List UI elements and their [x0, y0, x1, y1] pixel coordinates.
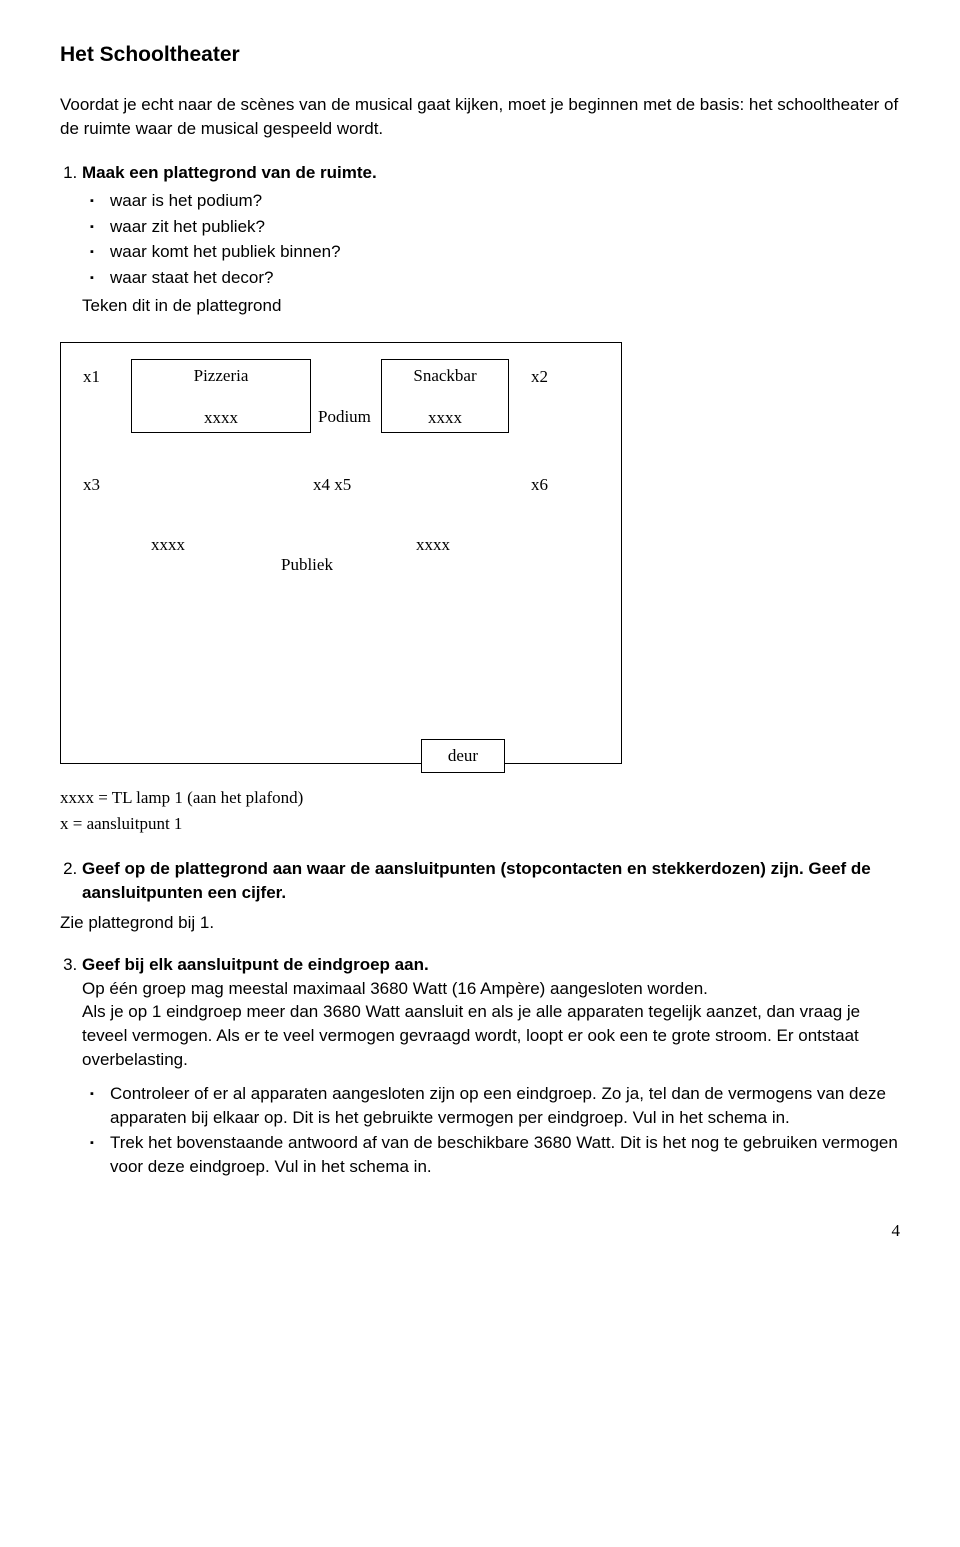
- plan-x6: x6: [531, 473, 548, 497]
- q3-p1: Op één groep mag meestal maximaal 3680 W…: [82, 977, 900, 1001]
- plan-x1: x1: [83, 365, 100, 389]
- q1-lead: Maak een plattegrond van de ruimte.: [82, 163, 377, 182]
- q3-lead: Geef bij elk aansluitpunt de eindgroep a…: [82, 955, 429, 974]
- legend-line: x = aansluitpunt 1: [60, 812, 900, 836]
- page-title: Het Schooltheater: [60, 40, 900, 69]
- q1-bullet: waar staat het decor?: [110, 266, 900, 290]
- plan-snackbar-label: Snackbar: [413, 366, 476, 385]
- q2-after: Zie plattegrond bij 1.: [60, 911, 900, 935]
- plan-legend: xxxx = TL lamp 1 (aan het plafond) x = a…: [60, 786, 900, 836]
- plan-deur: deur: [421, 739, 505, 773]
- q3-bullet: Controleer of er al apparaten aangeslote…: [110, 1082, 900, 1130]
- question-1: Maak een plattegrond van de ruimte. waar…: [82, 161, 900, 318]
- plan-pizzeria-label: Pizzeria: [194, 366, 249, 385]
- plan-x3: x3: [83, 473, 100, 497]
- intro-paragraph: Voordat je echt naar de scènes van de mu…: [60, 93, 900, 141]
- plan-xxxx: xxxx: [416, 533, 450, 557]
- plan-pizzeria: Pizzeria xxxx: [131, 359, 311, 433]
- q1-bullet: waar is het podium?: [110, 189, 900, 213]
- q1-bullet: waar zit het publiek?: [110, 215, 900, 239]
- plan-xxxx: xxxx: [382, 406, 508, 430]
- plan-x45: x4 x5: [313, 473, 351, 497]
- plan-xxxx: xxxx: [151, 533, 185, 557]
- q3-bullet: Trek het bovenstaande antwoord af van de…: [110, 1131, 900, 1179]
- q3-p2: Als je op 1 eindgroep meer dan 3680 Watt…: [82, 1000, 900, 1071]
- question-3: Geef bij elk aansluitpunt de eindgroep a…: [82, 953, 900, 1179]
- floor-plan: x1 x2 Pizzeria xxxx Snackbar xxxx Podium…: [60, 342, 900, 764]
- q1-bullet: waar komt het publiek binnen?: [110, 240, 900, 264]
- plan-x2: x2: [531, 365, 548, 389]
- plan-xxxx: xxxx: [132, 406, 310, 430]
- plan-publiek: Publiek: [281, 553, 333, 577]
- legend-line: xxxx = TL lamp 1 (aan het plafond): [60, 786, 900, 810]
- plan-snackbar: Snackbar xxxx: [381, 359, 509, 433]
- q1-after: Teken dit in de plattegrond: [82, 294, 900, 318]
- plan-podium: Podium: [318, 405, 371, 429]
- page-number: 4: [60, 1219, 900, 1243]
- plan-deur-label: deur: [448, 746, 478, 765]
- question-2: Geef op de plattegrond aan waar de aansl…: [82, 857, 900, 905]
- floor-plan-box: x1 x2 Pizzeria xxxx Snackbar xxxx Podium…: [60, 342, 622, 764]
- q2-lead: Geef op de plattegrond aan waar de aansl…: [82, 859, 871, 902]
